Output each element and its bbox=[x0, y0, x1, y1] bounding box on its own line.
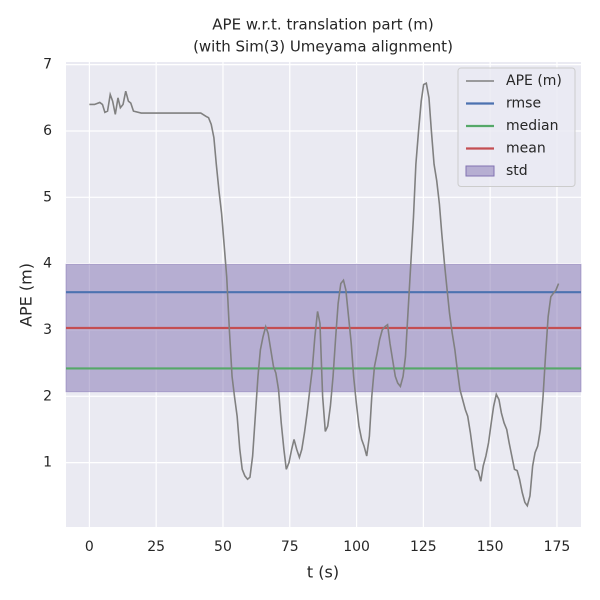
x-tick-label: 150 bbox=[477, 539, 504, 555]
legend-patch bbox=[465, 165, 495, 177]
legend: APE (m) rmse median mean std bbox=[457, 67, 576, 187]
x-tick-label: 25 bbox=[147, 539, 165, 555]
legend-label: median bbox=[506, 118, 558, 134]
y-tick-label: 7 bbox=[43, 57, 52, 73]
y-axis-label: APE (m) bbox=[17, 263, 36, 327]
x-tick-label: 0 bbox=[85, 539, 94, 555]
chart-subtitle: (with Sim(3) Umeyama alignment) bbox=[193, 38, 453, 56]
y-tick-label: 4 bbox=[43, 256, 52, 272]
data-line bbox=[89, 82, 560, 508]
legend-label: APE (m) bbox=[506, 73, 562, 89]
x-axis-label: t (s) bbox=[307, 563, 339, 582]
legend-label: std bbox=[506, 163, 528, 179]
y-tick-label: 6 bbox=[43, 123, 52, 139]
x-tick-label: 100 bbox=[343, 539, 370, 555]
legend-label: mean bbox=[506, 141, 546, 157]
x-tick-label: 175 bbox=[544, 539, 571, 555]
chart-title: APE w.r.t. translation part (m) bbox=[212, 16, 433, 34]
y-tick-label: 5 bbox=[43, 189, 52, 205]
y-tick-label: 1 bbox=[43, 455, 52, 471]
legend-box bbox=[457, 67, 576, 187]
x-tick-label: 125 bbox=[410, 539, 437, 555]
y-tick-label: 2 bbox=[43, 388, 52, 404]
legend-label: rmse bbox=[506, 96, 541, 112]
x-tick-label: 75 bbox=[281, 539, 299, 555]
y-tick-label: 3 bbox=[43, 322, 52, 338]
x-tick-label: 50 bbox=[214, 539, 232, 555]
